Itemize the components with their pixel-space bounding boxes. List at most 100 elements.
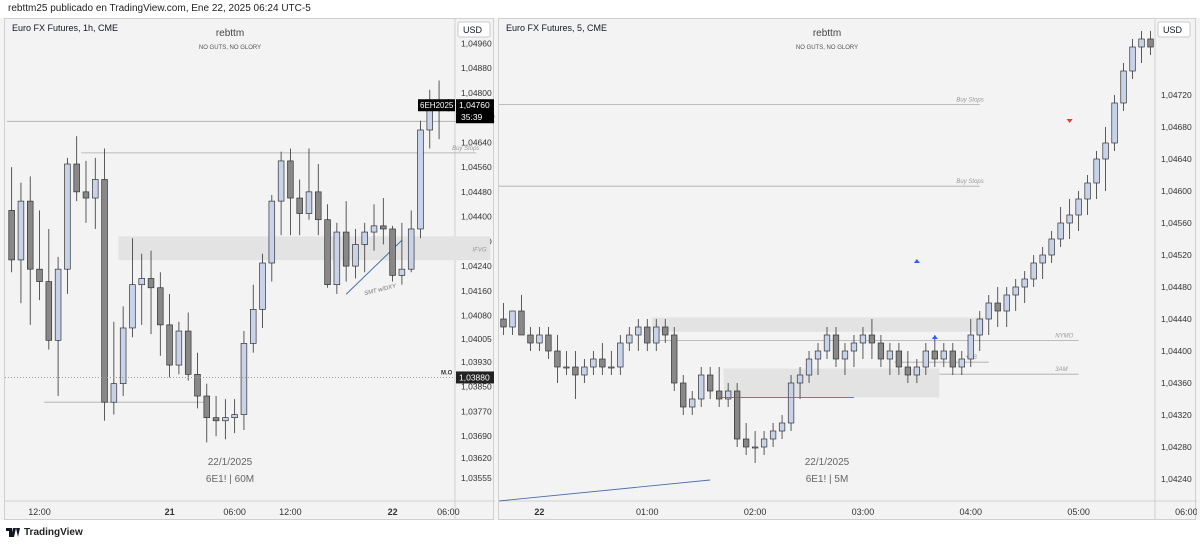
symbol-label: 6E1! | 5M [806, 474, 849, 485]
up-arrow-marker [931, 335, 938, 339]
candle-body [778, 422, 786, 432]
candle-body [1111, 102, 1118, 144]
y-tick-label: 1,04560 [1161, 218, 1192, 228]
y-tick-label: 1,03620 [461, 453, 492, 463]
candle-body [958, 358, 965, 368]
x-tick-label: 21 [165, 507, 175, 517]
chart-1h-svg[interactable]: 1,049601,048801,048001,047201,046401,045… [5, 19, 495, 521]
level-label: Buy Stops [452, 146, 479, 152]
candle-body [426, 107, 434, 131]
candle-body [1030, 262, 1037, 280]
candle-body [222, 417, 229, 422]
candle-body [1012, 286, 1019, 296]
candle-body [1021, 278, 1028, 288]
candle-body [581, 366, 588, 376]
x-tick-label: 22 [388, 507, 398, 517]
candle-body [1048, 238, 1055, 256]
x-tick-label: 06:00 [437, 507, 460, 517]
candle-body [1102, 142, 1109, 160]
candle-body [671, 334, 678, 384]
y-tick-label: 1,04640 [461, 137, 492, 147]
level-label: 3AM [1055, 367, 1067, 373]
price-countdown: 35:39 [461, 112, 483, 122]
candle-body [572, 366, 579, 376]
watermark-motto: NO GUTS, NO GLORY [199, 45, 261, 51]
candle-body [324, 219, 331, 286]
candle-body [725, 390, 732, 400]
candle-body [698, 374, 705, 400]
candle-body [119, 327, 127, 384]
candle-body [680, 382, 687, 408]
y-tick-label: 1,04160 [461, 286, 492, 296]
candle-body [1093, 158, 1100, 184]
chart-5m-svg[interactable]: 1,04720 1,04680 1,04640 1,04600 1,04560 1,045… [499, 19, 1197, 521]
y-tick-label: 1,04600 [1161, 186, 1192, 196]
chart-panel-5m[interactable]: 1,04720 1,04680 1,04640 1,04600 1,04560 1,045… [498, 18, 1197, 521]
candle-body [707, 374, 714, 392]
y-tick-label: 1,04960 [461, 38, 492, 48]
candle-body [976, 318, 983, 336]
candle-body [370, 225, 378, 233]
candle-body [287, 160, 294, 199]
candle-body [967, 334, 974, 360]
candle-body [417, 129, 424, 230]
mo-price-badge [456, 371, 494, 384]
y-tick-label: 1,04280 [1161, 442, 1192, 452]
currency-label: USD [463, 25, 483, 35]
x-tick-label: 01:00 [636, 507, 659, 517]
down-arrow-marker [1066, 119, 1073, 123]
candle-body [886, 350, 894, 360]
y-tick-label: 1,04240 [461, 261, 492, 271]
candle-body [36, 268, 43, 282]
x-tick-label: 06:00 [223, 507, 246, 517]
candle-body [249, 309, 257, 344]
candle-body [147, 278, 155, 289]
currency-box [1157, 21, 1191, 38]
candle-body [259, 262, 266, 310]
tradingview-icon [6, 528, 20, 537]
candle-body [734, 390, 741, 440]
candle-body [398, 268, 406, 276]
publisher-line: rebttm25 publicado en TradingView.com, E… [8, 3, 311, 14]
candle-body [760, 438, 768, 448]
candle-body [54, 268, 62, 341]
level-label: Buy Stops [956, 179, 983, 185]
candle-body [1039, 254, 1046, 264]
date-label: 22/1/2025 [805, 457, 850, 468]
x-tick-label: 06:00 [1175, 507, 1197, 517]
y-tick-label: 1,04880 [461, 63, 492, 73]
y-tick-label: 1,03850 [461, 382, 492, 392]
candle-body [608, 366, 615, 369]
y-tick-label: 1,04480 [461, 187, 492, 197]
y-tick-label: 1,04440 [1161, 314, 1192, 324]
y-tick-label: 1,04080 [461, 311, 492, 321]
tradingview-logo[interactable]: TradingView [6, 527, 83, 538]
candle-body [240, 343, 248, 415]
up-arrow-marker [913, 259, 920, 263]
candle-body [407, 228, 415, 270]
level-label: Buy Stops [956, 98, 983, 104]
x-tick-label: 12:00 [28, 507, 51, 517]
candle-body [1057, 222, 1064, 240]
candle-body [203, 395, 211, 419]
candle-body [653, 326, 660, 344]
candle-body [380, 225, 387, 230]
chart-title: Euro FX Futures, 5, CME [506, 23, 607, 33]
candle-body [110, 383, 118, 403]
candle-body [194, 374, 201, 397]
candle-body [342, 231, 350, 267]
candle-body [73, 163, 80, 193]
candle-body [212, 417, 220, 422]
candle-body [82, 191, 90, 199]
candle-body [545, 334, 552, 352]
candle-body [45, 281, 53, 341]
y-tick-label: 1,04240 [1161, 474, 1192, 484]
candle-body [895, 350, 903, 368]
candle-body [617, 342, 624, 368]
candle-body [315, 191, 322, 221]
zone-rect [118, 236, 491, 261]
y-tick-label: 1,03930 [461, 357, 492, 367]
y-tick-label: 1,04360 [1161, 378, 1192, 388]
chart-panel-1h[interactable]: 1,049601,048801,048001,047201,046401,045… [4, 18, 495, 521]
candle-body [1066, 214, 1073, 224]
